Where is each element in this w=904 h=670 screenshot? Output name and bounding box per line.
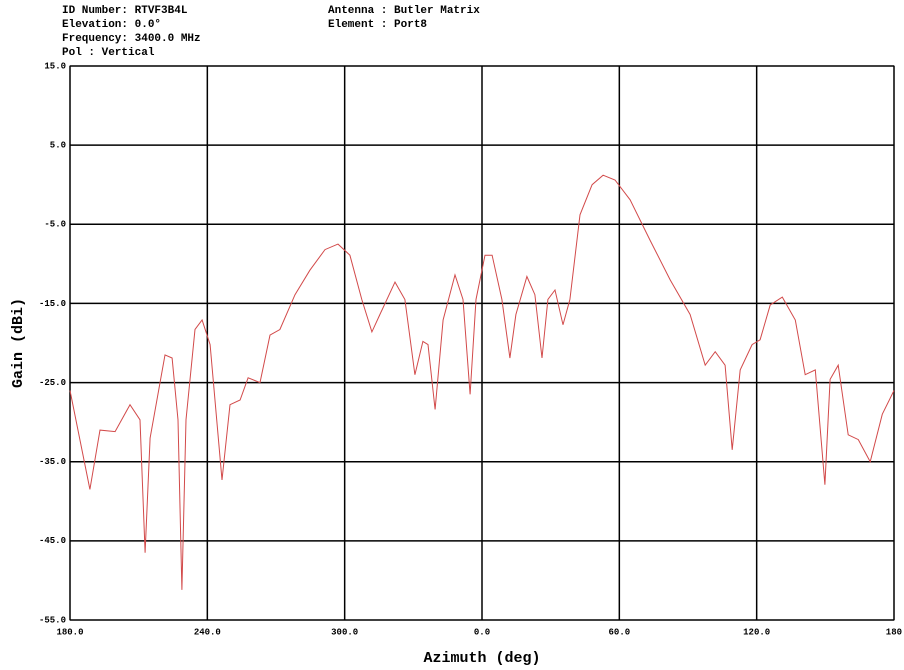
y-tick-label: -15.0: [39, 299, 66, 309]
y-tick-label: 5.0: [50, 141, 66, 151]
info-line: Frequency: 3400.0 MHz: [62, 33, 201, 45]
x-tick-label: 120.0: [743, 627, 770, 637]
info-line: Element : Port8: [328, 19, 427, 31]
x-tick-label: 300.0: [331, 627, 358, 637]
info-line: ID Number: RTVF3B4L: [62, 5, 188, 17]
x-tick-label: 180: [886, 627, 902, 637]
x-axis-title: Azimuth (deg): [423, 650, 540, 667]
y-tick-label: -25.0: [39, 378, 66, 388]
info-line: Elevation: 0.0°: [62, 19, 161, 31]
y-tick-label: -55.0: [39, 615, 66, 625]
y-tick-label: -45.0: [39, 536, 66, 546]
x-tick-label: 0.0: [474, 627, 490, 637]
x-tick-label: 60.0: [609, 627, 631, 637]
y-tick-label: -5.0: [44, 220, 66, 230]
y-tick-label: -35.0: [39, 457, 66, 467]
series-line: [69, 174, 895, 590]
x-tick-label: 240.0: [194, 627, 221, 637]
y-tick-label: 15.0: [44, 61, 66, 71]
info-line: Antenna : Butler Matrix: [328, 5, 480, 17]
info-line: Pol : Vertical: [62, 47, 155, 59]
y-axis-title: Gain (dBi): [10, 298, 27, 388]
x-tick-label: 180.0: [56, 627, 83, 637]
